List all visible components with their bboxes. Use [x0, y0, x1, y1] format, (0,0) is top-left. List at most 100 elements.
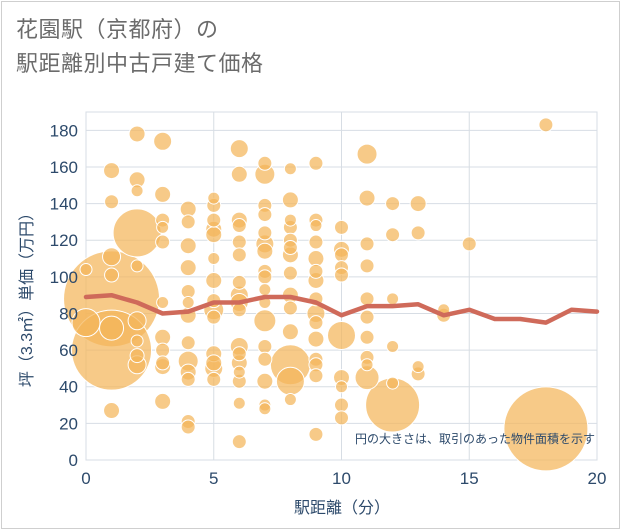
data-bubble: [231, 346, 247, 362]
data-bubble: [155, 342, 171, 358]
data-bubble: [231, 234, 247, 250]
data-bubble: [206, 309, 222, 325]
data-bubble: [309, 219, 323, 233]
data-bubble: [257, 351, 273, 367]
data-bubble: [257, 207, 273, 223]
data-bubble: [257, 338, 273, 354]
data-bubble: [129, 348, 145, 364]
data-bubble: [232, 396, 246, 410]
data-bubble: [104, 194, 120, 210]
x-tick-label: 10: [332, 469, 351, 488]
data-bubble: [257, 269, 273, 285]
data-bubble: [281, 323, 299, 341]
data-bubble: [308, 426, 324, 442]
data-bubble: [308, 234, 324, 250]
data-bubble: [102, 247, 122, 267]
y-tick-label: 40: [59, 378, 78, 397]
data-bubble: [130, 334, 144, 348]
x-axis-label: 駅距離（分）: [294, 499, 390, 517]
data-bubble: [154, 392, 172, 410]
data-bubble: [154, 185, 172, 203]
data-bubble: [156, 295, 170, 309]
data-bubble: [334, 247, 349, 263]
data-bubble: [256, 242, 274, 260]
data-bubble: [282, 265, 298, 281]
data-bubble: [231, 302, 247, 318]
data-bubble: [179, 259, 197, 277]
bubble-layer: [63, 117, 589, 472]
data-bubble: [229, 139, 249, 159]
x-tick-label: 15: [460, 469, 479, 488]
data-bubble: [257, 155, 273, 171]
data-bubble: [308, 155, 324, 171]
data-bubble: [231, 274, 247, 290]
y-tick-label: 0: [69, 451, 78, 470]
data-bubble: [386, 292, 400, 306]
data-bubble: [231, 218, 247, 234]
data-bubble: [385, 196, 401, 212]
data-bubble: [128, 125, 146, 143]
data-bubble: [334, 219, 349, 235]
data-bubble: [307, 330, 325, 348]
data-bubble: [282, 240, 298, 256]
y-tick-label: 100: [50, 268, 78, 287]
data-bubble: [256, 372, 274, 390]
data-bubble: [409, 195, 427, 213]
y-tick-label: 80: [59, 304, 78, 323]
data-bubble: [155, 355, 171, 371]
data-bubble: [253, 309, 277, 333]
data-bubble: [258, 283, 272, 297]
chart-title: 花園駅（京都府）の 駅距離別中古戸建て価格: [16, 14, 264, 82]
data-bubble: [180, 335, 196, 351]
data-bubble: [180, 371, 196, 387]
data-bubble: [153, 131, 173, 151]
y-axis-label: 坪（3.3㎡）単価（万円）: [18, 205, 36, 387]
x-tick-label: 0: [81, 469, 90, 488]
data-bubble: [359, 258, 375, 274]
data-bubble: [127, 311, 147, 331]
average-price-line: [83, 292, 600, 325]
data-bubble: [232, 365, 246, 379]
data-bubble: [205, 226, 223, 244]
data-bubble: [181, 295, 195, 309]
title-line-2: 駅距離別中古戸建て価格: [16, 52, 264, 77]
data-bubble: [335, 380, 348, 394]
y-tick-label: 160: [50, 158, 78, 177]
y-tick-label: 120: [50, 231, 78, 250]
data-bubble: [206, 371, 222, 387]
data-bubble: [359, 309, 375, 325]
data-bubble: [334, 410, 349, 426]
data-bubble: [334, 267, 349, 283]
data-bubble: [99, 315, 125, 341]
data-bubble: [180, 419, 196, 435]
data-bubble: [257, 225, 273, 241]
title-line-1: 花園駅（京都府）の: [16, 18, 219, 43]
size-annotation: 円の大きさは、取引のあった物件面積を示す: [355, 431, 595, 446]
x-tick-label: 5: [209, 469, 218, 488]
y-tick-label: 20: [59, 414, 78, 433]
data-bubble: [386, 376, 400, 390]
data-bubble: [207, 191, 221, 205]
line-layer: [83, 292, 600, 325]
data-bubble: [360, 358, 374, 372]
data-bubble: [308, 368, 324, 384]
data-bubble: [231, 247, 247, 263]
data-bubble: [112, 208, 162, 258]
data-bubble: [283, 393, 297, 407]
data-bubble: [207, 252, 221, 266]
data-bubble: [180, 214, 196, 230]
data-bubble: [334, 397, 349, 413]
y-tick-label: 140: [50, 195, 78, 214]
data-bubble: [359, 236, 375, 252]
data-bubble: [103, 402, 121, 420]
data-bubble: [71, 308, 101, 338]
data-bubble: [327, 320, 356, 350]
axes-layer: 0 5 10 15 20 0 20 40 60 80 100 120 140 160 180: [50, 121, 607, 488]
data-bubble: [359, 291, 375, 307]
data-bubble: [103, 162, 121, 180]
data-bubble: [359, 329, 375, 345]
data-bubble: [130, 184, 144, 198]
data-bubble: [231, 434, 247, 450]
data-bubble: [230, 165, 248, 183]
data-bubble: [104, 267, 120, 283]
